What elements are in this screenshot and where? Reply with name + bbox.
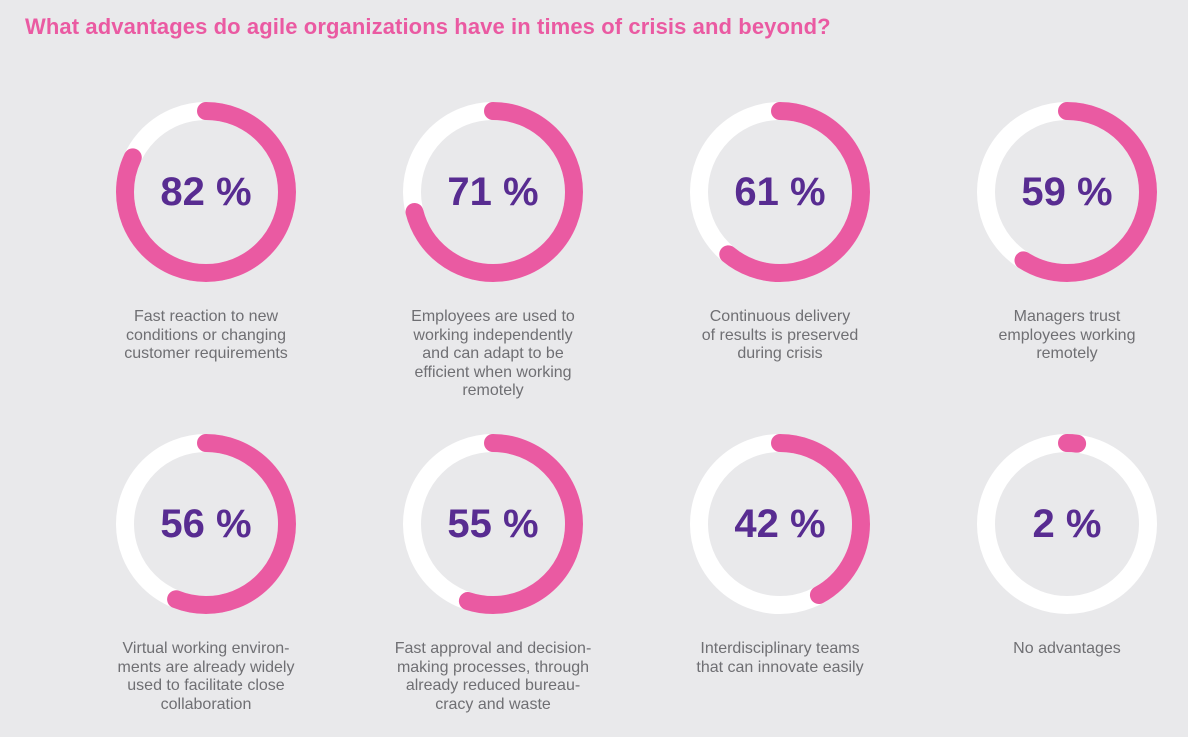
category-label-line: Fast reaction to new xyxy=(133,308,279,325)
category-label-line: collaboration xyxy=(160,695,252,713)
category-label-line: of results is preserved xyxy=(701,326,859,344)
category-label-line: making processes, through xyxy=(396,658,590,676)
donut-chart xyxy=(977,102,1157,282)
percentage-label: 59 % xyxy=(1021,170,1113,214)
category-label-line: during crisis xyxy=(737,345,823,362)
donut-value-arc xyxy=(977,102,1157,282)
category-label: Fast reaction to new conditions or changi… xyxy=(76,308,336,364)
donut-chart xyxy=(403,434,583,614)
category-label-line: ments are already widely xyxy=(117,658,295,676)
donut-value-arc xyxy=(690,102,870,282)
donut-chart xyxy=(690,102,870,282)
category-label-line: that can innovate easily xyxy=(696,658,864,676)
category-label-line: working independently xyxy=(413,326,573,344)
category-label-line: already reduced bureau- xyxy=(405,677,581,694)
donut-value-arc xyxy=(403,102,583,282)
category-label: Managers trust employees working remotely xyxy=(937,308,1188,364)
category-label: Virtual working environ-ments are alread… xyxy=(76,640,336,714)
category-label: Interdisciplinary teams that can innovate… xyxy=(650,640,910,677)
category-label-line: used to facilitate close xyxy=(127,677,285,694)
category-label-line: remotely xyxy=(462,382,524,399)
category-label-line: and can adapt to be xyxy=(422,345,564,362)
percentage-label: 82 % xyxy=(160,170,252,214)
percentage-label: 42 % xyxy=(734,502,826,546)
category-label: No advantages xyxy=(937,640,1188,659)
category-label: Continuous delivery of results is preserv… xyxy=(650,308,910,364)
category-label: Employees are used to working independent… xyxy=(363,308,623,401)
donut-value-arc xyxy=(403,434,583,614)
category-label-line: Continuous delivery xyxy=(709,308,851,325)
percentage-label: 61 % xyxy=(734,170,826,214)
percentage-label: 56 % xyxy=(160,502,252,546)
category-label-line: conditions or changing xyxy=(125,326,287,344)
category-label-line: Employees are used to xyxy=(411,308,575,325)
category-label-line: Managers trust xyxy=(1013,308,1121,325)
category-label-line: customer requirements xyxy=(124,345,288,362)
donut-chart xyxy=(116,434,296,614)
category-label-line: employees working xyxy=(998,326,1136,344)
category-label-line: No advantages xyxy=(1013,640,1121,657)
category-label-line: Interdisciplinary teams xyxy=(700,640,860,657)
page-title: What advantages do agile organizations h… xyxy=(25,14,831,39)
donut-value-arc xyxy=(690,434,870,614)
donut-chart xyxy=(690,434,870,614)
donut-chart xyxy=(977,434,1157,614)
donut-value-arc xyxy=(116,102,296,282)
donut-value-arc xyxy=(977,434,1157,614)
donut-chart xyxy=(403,102,583,282)
category-label-line: cracy and waste xyxy=(435,695,551,713)
category-label-line: remotely xyxy=(1036,345,1098,362)
category-label: Fast approval and decision-making proces… xyxy=(363,640,623,714)
category-label-line: Fast approval and decision- xyxy=(394,640,592,657)
category-label-line: Virtual working environ- xyxy=(122,640,290,657)
category-label-line: efficient when working xyxy=(414,363,572,381)
donut-value-arc xyxy=(116,434,296,614)
percentage-label: 2 % xyxy=(1032,502,1102,546)
percentage-label: 55 % xyxy=(447,502,539,546)
donut-chart xyxy=(116,102,296,282)
percentage-label: 71 % xyxy=(447,170,539,214)
